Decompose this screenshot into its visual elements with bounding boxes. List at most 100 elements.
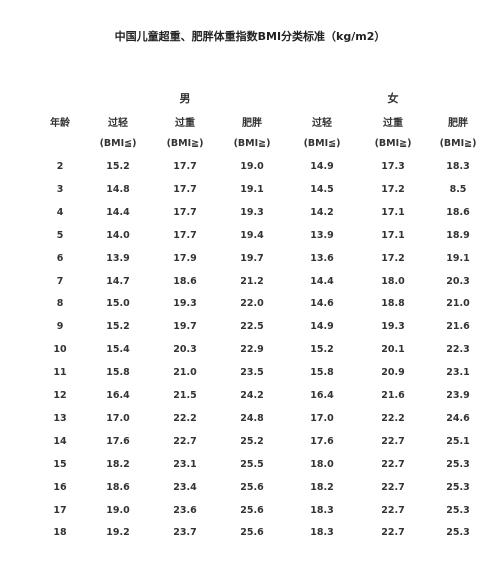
bmi-value-cell: 18.8 bbox=[381, 298, 405, 310]
bmi-value-cell: 19.0 bbox=[106, 504, 130, 516]
bmi-value-cell: 24.2 bbox=[240, 390, 264, 401]
column-subheader: (BMI≧) bbox=[233, 138, 271, 149]
bmi-value-cell: 25.3 bbox=[446, 481, 470, 493]
bmi-value-cell: 22.9 bbox=[240, 344, 264, 356]
bmi-value-cell: 20.9 bbox=[381, 367, 405, 379]
column-header: 过重 bbox=[383, 118, 403, 129]
column-header: 过重 bbox=[175, 118, 195, 129]
bmi-value-cell: 14.8 bbox=[106, 183, 130, 195]
bmi-value-cell: 22.7 bbox=[381, 481, 405, 493]
column-subheader: (BMI≧) bbox=[374, 138, 412, 149]
bmi-value-cell: 15.2 bbox=[106, 321, 130, 333]
bmi-value-cell: 22.0 bbox=[240, 298, 264, 310]
age-cell: 6 bbox=[56, 252, 64, 264]
bmi-value-cell: 21.0 bbox=[173, 367, 197, 379]
age-cell: 3 bbox=[56, 183, 64, 195]
bmi-value-cell: 19.0 bbox=[240, 161, 264, 172]
bmi-value-cell: 17.2 bbox=[381, 252, 405, 264]
bmi-value-cell: 24.8 bbox=[240, 412, 264, 424]
column-header: 过轻 bbox=[108, 118, 128, 129]
bmi-value-cell: 14.4 bbox=[106, 206, 130, 218]
column-subheader: (BMI≧) bbox=[166, 138, 204, 149]
bmi-value-cell: 18.2 bbox=[106, 458, 130, 470]
bmi-value-cell: 17.7 bbox=[173, 161, 197, 172]
page-title: 中国儿童超重、肥胖体重指数BMI分类标准（kg/m2） bbox=[114, 30, 386, 43]
age-cell: 4 bbox=[56, 206, 64, 218]
bmi-value-cell: 19.1 bbox=[240, 183, 264, 195]
age-cell: 13 bbox=[53, 412, 67, 424]
bmi-value-cell: 25.6 bbox=[240, 527, 264, 539]
bmi-value-cell: 20.3 bbox=[173, 344, 197, 356]
gender-header-male: 男 bbox=[179, 92, 191, 105]
bmi-value-cell: 22.7 bbox=[381, 527, 405, 539]
bmi-value-cell: 18.2 bbox=[310, 481, 334, 493]
age-cell: 11 bbox=[53, 367, 67, 379]
bmi-value-cell: 17.1 bbox=[381, 229, 405, 241]
bmi-value-cell: 19.7 bbox=[240, 252, 264, 264]
bmi-value-cell: 25.6 bbox=[240, 504, 264, 516]
bmi-value-cell: 13.9 bbox=[310, 229, 334, 241]
age-cell: 9 bbox=[56, 321, 64, 333]
age-cell: 16 bbox=[53, 481, 67, 493]
bmi-value-cell: 18.0 bbox=[381, 275, 405, 287]
bmi-value-cell: 18.9 bbox=[446, 229, 470, 241]
bmi-value-cell: 18.3 bbox=[446, 161, 470, 172]
age-cell: 17 bbox=[53, 504, 67, 516]
bmi-value-cell: 17.3 bbox=[381, 161, 405, 172]
column-subheader: (BMI≧) bbox=[439, 138, 477, 149]
bmi-value-cell: 25.2 bbox=[240, 435, 264, 447]
bmi-value-cell: 20.1 bbox=[381, 344, 405, 356]
bmi-value-cell: 21.6 bbox=[446, 321, 470, 333]
bmi-value-cell: 23.1 bbox=[446, 367, 470, 379]
bmi-value-cell: 17.6 bbox=[106, 435, 130, 447]
age-cell: 14 bbox=[53, 435, 67, 447]
bmi-value-cell: 23.1 bbox=[173, 458, 197, 470]
bmi-value-cell: 18.0 bbox=[310, 458, 334, 470]
bmi-value-cell: 19.2 bbox=[106, 527, 130, 539]
bmi-value-cell: 14.4 bbox=[310, 275, 334, 287]
bmi-value-cell: 17.6 bbox=[310, 435, 334, 447]
bmi-value-cell: 15.0 bbox=[106, 298, 130, 310]
bmi-value-cell: 18.6 bbox=[173, 275, 197, 287]
bmi-value-cell: 13.9 bbox=[106, 252, 130, 264]
age-cell: 10 bbox=[53, 344, 67, 356]
bmi-value-cell: 17.7 bbox=[173, 206, 197, 218]
bmi-value-cell: 19.3 bbox=[173, 298, 197, 310]
bmi-value-cell: 24.6 bbox=[446, 412, 470, 424]
bmi-value-cell: 18.3 bbox=[310, 504, 334, 516]
bmi-value-cell: 25.3 bbox=[446, 458, 470, 470]
bmi-value-cell: 23.6 bbox=[173, 504, 197, 516]
bmi-value-cell: 18.6 bbox=[106, 481, 130, 493]
bmi-value-cell: 17.7 bbox=[173, 229, 197, 241]
bmi-value-cell: 21.2 bbox=[240, 275, 264, 287]
age-cell: 15 bbox=[53, 458, 67, 470]
bmi-value-cell: 17.0 bbox=[106, 412, 130, 424]
bmi-value-cell: 17.9 bbox=[173, 252, 197, 264]
column-header: 过轻 bbox=[312, 118, 332, 129]
bmi-value-cell: 19.1 bbox=[446, 252, 470, 264]
bmi-value-cell: 19.3 bbox=[240, 206, 264, 218]
bmi-value-cell: 22.7 bbox=[381, 435, 405, 447]
bmi-value-cell: 25.1 bbox=[446, 435, 470, 447]
bmi-value-cell: 22.7 bbox=[173, 435, 197, 447]
bmi-value-cell: 17.1 bbox=[381, 206, 405, 218]
bmi-value-cell: 22.7 bbox=[381, 458, 405, 470]
bmi-value-cell: 14.2 bbox=[310, 206, 334, 218]
bmi-value-cell: 14.5 bbox=[310, 183, 334, 195]
bmi-value-cell: 19.7 bbox=[173, 321, 197, 333]
bmi-value-cell: 22.3 bbox=[446, 344, 470, 356]
bmi-value-cell: 19.3 bbox=[381, 321, 405, 333]
age-cell: 18 bbox=[53, 527, 67, 539]
bmi-value-cell: 21.6 bbox=[381, 390, 405, 401]
bmi-value-cell: 15.2 bbox=[106, 161, 130, 172]
column-header: 肥胖 bbox=[242, 118, 262, 129]
bmi-value-cell: 25.5 bbox=[240, 458, 264, 470]
bmi-value-cell: 22.2 bbox=[173, 412, 197, 424]
bmi-value-cell: 15.8 bbox=[106, 367, 130, 379]
bmi-value-cell: 13.6 bbox=[310, 252, 334, 264]
bmi-value-cell: 14.6 bbox=[310, 298, 334, 310]
bmi-value-cell: 25.3 bbox=[446, 527, 470, 539]
age-cell: 12 bbox=[53, 390, 67, 401]
bmi-value-cell: 14.7 bbox=[106, 275, 130, 287]
